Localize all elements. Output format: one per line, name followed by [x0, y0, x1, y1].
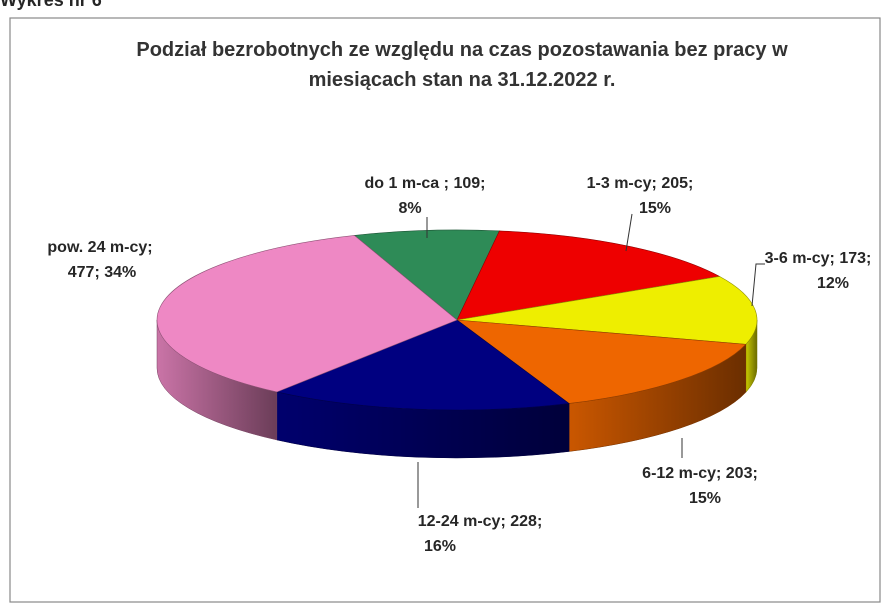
label-value: 205: [661, 175, 688, 192]
data-label: 1-3 m-cy; 205;: [587, 175, 694, 192]
label-value: 173: [839, 250, 866, 267]
label-separator: ;: [752, 465, 757, 482]
label-category: 12-24 m-cy: [418, 513, 501, 530]
label-separator: ;: [94, 264, 99, 281]
label-separator: ;: [866, 250, 871, 267]
label-share: 16%: [424, 538, 456, 555]
label-share: 34%: [104, 264, 136, 281]
chart-title: miesiącach stan na 31.12.2022 r.: [309, 69, 616, 91]
label-category: do 1 m-ca: [365, 175, 444, 192]
label-separator: ;: [688, 175, 693, 192]
label-separator: ;: [147, 239, 152, 256]
leader-line: [751, 263, 765, 307]
data-label: 15%: [639, 200, 671, 217]
data-label: do 1 m-ca ; 109;: [365, 175, 486, 192]
label-separator: ;: [537, 513, 542, 530]
label-separator: ;: [830, 250, 835, 267]
data-label: 16%: [424, 538, 456, 555]
data-label: 6-12 m-cy; 203;: [642, 465, 758, 482]
label-category: 1-3 m-cy: [587, 175, 652, 192]
heading: Wykres nr 6: [0, 0, 102, 10]
label-separator: ;: [444, 175, 449, 192]
label-separator: ;: [480, 175, 485, 192]
label-share: 8%: [398, 200, 421, 217]
label-category: 3-6 m-cy: [765, 250, 830, 267]
data-label: pow. 24 m-cy;: [47, 239, 152, 256]
label-separator: ;: [716, 465, 721, 482]
data-label: 12-24 m-cy; 228;: [418, 513, 543, 530]
label-value: 203: [726, 465, 753, 482]
chart-title: Podział bezrobotnych ze względu na czas …: [136, 39, 788, 61]
slice: [455, 319, 747, 404]
data-label: 15%: [689, 490, 721, 507]
label-category: pow. 24 m-cy: [47, 239, 147, 256]
label-category: 6-12 m-cy: [642, 465, 716, 482]
label-value: 228: [510, 513, 537, 530]
label-value: 477: [68, 264, 95, 281]
data-label: 8%: [398, 200, 421, 217]
label-separator: ;: [500, 513, 505, 530]
data-label: 12%: [817, 275, 849, 292]
label-share: 12%: [817, 275, 849, 292]
leader-line: [625, 213, 633, 252]
label-value: 109: [453, 175, 480, 192]
data-label: 3-6 m-cy; 173;: [765, 250, 872, 267]
label-share: 15%: [689, 490, 721, 507]
slice: [456, 276, 758, 345]
data-label: 477; 34%: [68, 264, 137, 281]
slice: [275, 319, 570, 411]
slice: [353, 229, 500, 321]
slice: [156, 235, 458, 393]
label-share: 15%: [639, 200, 671, 217]
label-separator: ;: [652, 175, 657, 192]
